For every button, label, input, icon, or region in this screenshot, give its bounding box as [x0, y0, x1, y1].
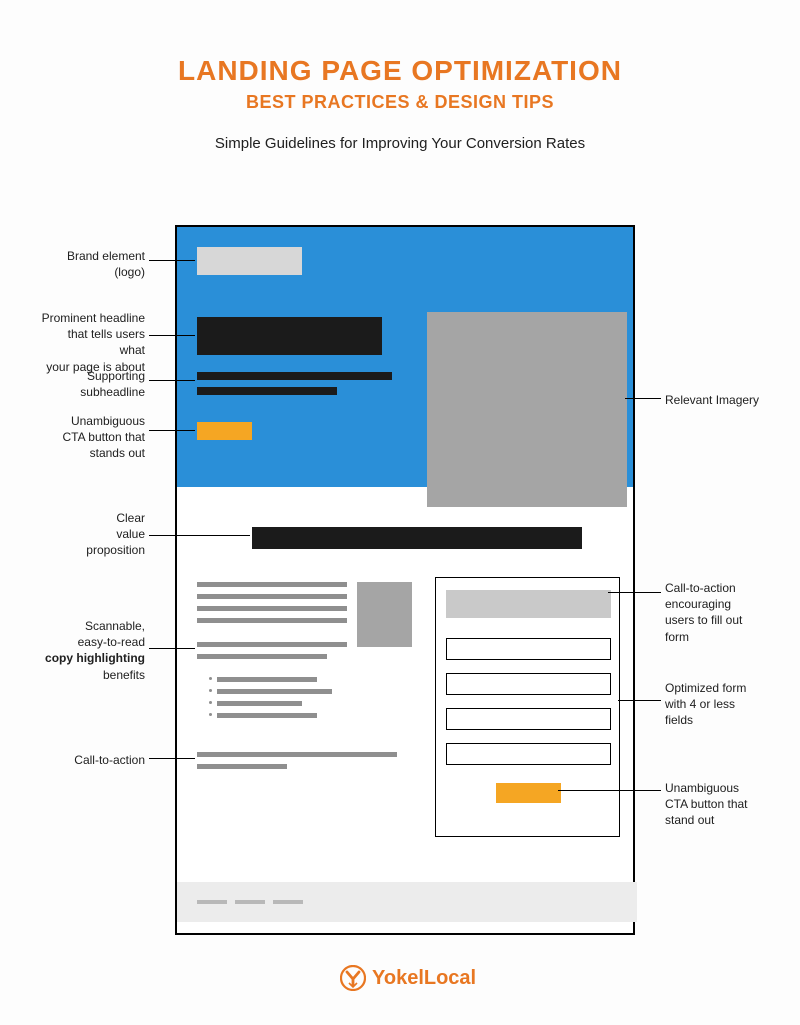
annotation-formcta: UnambiguousCTA button thatstand out — [665, 780, 775, 829]
annotation-imagery: Relevant Imagery — [665, 392, 775, 408]
connector-logo — [149, 260, 195, 261]
copy-line — [197, 594, 347, 599]
connector-headline — [149, 335, 195, 336]
annotation-copy: Scannable,easy-to-readcopy highlightingb… — [40, 618, 145, 683]
form-header-placeholder — [446, 590, 611, 618]
copy-line — [217, 677, 317, 682]
value-proposition-placeholder — [252, 527, 582, 549]
footer-link — [273, 900, 303, 904]
annotation-cta2: Call-to-action — [40, 752, 145, 768]
bullet-dot — [209, 713, 212, 716]
hero-cta-placeholder — [197, 422, 252, 440]
infographic-page: LANDING PAGE OPTIMIZATION BEST PRACTICES… — [0, 0, 800, 1025]
annotation-subhead: Supportingsubheadline — [40, 368, 145, 400]
annotation-headline: Prominent headlinethat tells users whaty… — [40, 310, 145, 375]
copy-line — [217, 689, 332, 694]
landing-page-mockup — [175, 225, 635, 935]
annotation-cta1: UnambiguousCTA button thatstands out — [40, 413, 145, 462]
headline-placeholder — [197, 317, 382, 355]
copy-line — [197, 654, 327, 659]
annotation-logo: Brand element(logo) — [40, 248, 145, 280]
subheadline-line-2 — [197, 387, 337, 395]
brand-logo: YokelLocal — [340, 965, 476, 991]
annotation-valueprop: Clearvalueproposition — [40, 510, 145, 559]
copy-line — [217, 713, 317, 718]
copy-line — [197, 606, 347, 611]
connector-subhead — [149, 380, 195, 381]
hero-image-placeholder — [427, 312, 627, 507]
form-submit-placeholder — [496, 783, 561, 803]
footer-bar — [177, 882, 637, 922]
subheadline-line-1 — [197, 372, 392, 380]
copy-line — [197, 618, 347, 623]
connector-copy — [149, 648, 195, 649]
connector-cta2 — [149, 758, 195, 759]
logo-placeholder — [197, 247, 302, 275]
brand-name: YokelLocal — [372, 967, 476, 990]
copy-line — [217, 701, 302, 706]
footer-link — [197, 900, 227, 904]
connector-imagery — [625, 398, 661, 399]
copy-line — [197, 642, 347, 647]
annotation-formheader: Call-to-actionencouragingusers to fill o… — [665, 580, 775, 645]
copy-line — [197, 582, 347, 587]
form-field — [446, 708, 611, 730]
bullet-dot — [209, 689, 212, 692]
form-container — [435, 577, 620, 837]
form-field — [446, 673, 611, 695]
footer-link — [235, 900, 265, 904]
bullet-dot — [209, 677, 212, 680]
body-copy-image — [357, 582, 412, 647]
connector-formfields — [618, 700, 661, 701]
form-field — [446, 743, 611, 765]
tagline: Simple Guidelines for Improving Your Con… — [0, 135, 800, 152]
bullet-dot — [209, 701, 212, 704]
connector-formcta — [558, 790, 661, 791]
connector-formheader — [608, 592, 661, 593]
annotation-formfields: Optimized formwith 4 or lessfields — [665, 680, 775, 729]
yokellocal-icon — [340, 965, 366, 991]
form-field — [446, 638, 611, 660]
copy-line — [197, 752, 397, 757]
connector-valueprop — [149, 535, 250, 536]
copy-line — [197, 764, 287, 769]
main-subtitle: BEST PRACTICES & DESIGN TIPS — [0, 92, 800, 113]
connector-cta1 — [149, 430, 195, 431]
main-title: LANDING PAGE OPTIMIZATION — [0, 55, 800, 87]
